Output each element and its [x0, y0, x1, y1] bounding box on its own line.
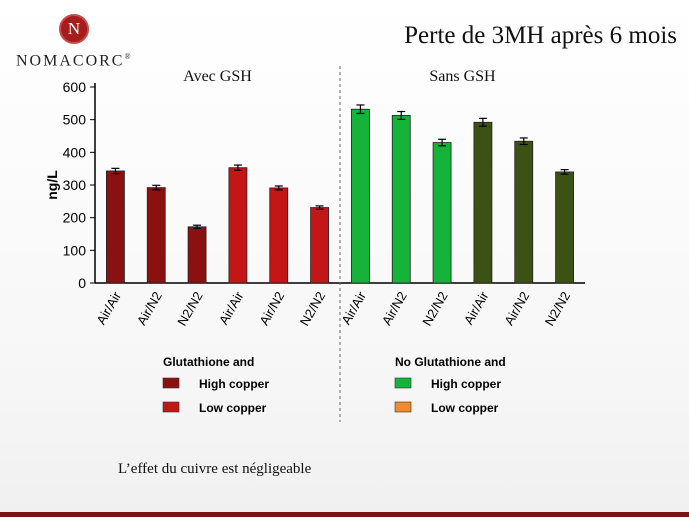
bar [391, 115, 411, 284]
logo-mark: N [59, 14, 89, 44]
legend-item-label: Low copper [431, 401, 499, 415]
y-tick-label: 100 [63, 242, 87, 258]
legend-heading: No Glutathione and [395, 355, 506, 369]
group-label: Sans GSH [429, 68, 496, 85]
bar [146, 187, 166, 284]
bottom-bar [0, 512, 689, 517]
x-tick-label: N2/N2 [419, 289, 450, 328]
y-tick-label: 200 [63, 210, 87, 226]
logo-trademark: ® [124, 52, 133, 61]
bar [351, 108, 370, 284]
y-tick-label: 300 [63, 177, 87, 193]
y-axis-label: ng/L [44, 170, 60, 200]
x-tick-label: Air/N2 [134, 289, 165, 328]
bar [514, 140, 534, 284]
x-tick-label: N2/N2 [297, 289, 328, 328]
logo-wordmark: NOMACORC® [16, 52, 133, 70]
y-tick-label: 600 [63, 79, 87, 95]
bar [228, 167, 248, 284]
legend-swatch [394, 401, 412, 413]
bar [269, 187, 289, 284]
y-tick-label: 0 [78, 275, 86, 291]
y-tick-label: 500 [63, 112, 87, 128]
legend-item-label: High copper [431, 377, 501, 391]
legend-swatch [394, 377, 412, 389]
x-tick-label: Air/Air [338, 288, 369, 327]
footnote: L’effet du cuivre est négligeable [118, 461, 312, 477]
x-tick-label: Air/Air [461, 288, 492, 327]
legend-heading: Glutathione and [163, 355, 254, 369]
x-tick-label: Air/Air [216, 288, 247, 327]
bar [310, 207, 329, 284]
bar-chart: 0 100 200 300 400 500 600 ng/L Avec GSH Sans GSH A… [44, 66, 585, 422]
bar [432, 142, 452, 284]
x-tick-label: Air/N2 [501, 289, 532, 328]
legend-swatch [162, 401, 180, 413]
nomacorc-logo: N NOMACORC® [0, 0, 160, 80]
bar [106, 170, 125, 284]
legend-swatch [162, 377, 180, 389]
y-tick-label: 400 [63, 144, 87, 160]
legend-item-label: Low copper [199, 401, 267, 415]
x-tick-label: Air/N2 [256, 289, 287, 328]
x-tick-label: N2/N2 [542, 289, 573, 328]
slide-title: Perte de 3MH après 6 mois [404, 22, 677, 49]
bar [555, 171, 574, 284]
bar [473, 121, 493, 284]
group-label: Avec GSH [183, 68, 252, 85]
bar [187, 226, 207, 284]
x-tick-label: N2/N2 [174, 289, 205, 328]
logo-wordmark-text: NOMACORC [16, 52, 125, 70]
legend-item-label: High copper [199, 377, 269, 391]
x-tick-label: Air/Air [93, 288, 124, 327]
x-tick-label: Air/N2 [379, 289, 410, 328]
